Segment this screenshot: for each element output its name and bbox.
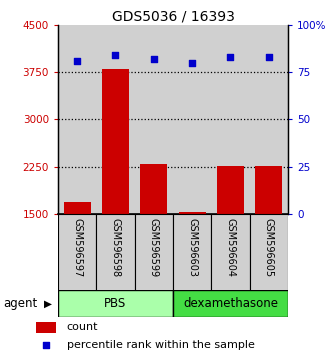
Bar: [173, 214, 211, 292]
Text: ▶: ▶: [44, 299, 52, 309]
Bar: [250, 25, 288, 214]
Bar: [135, 25, 173, 214]
Bar: [58, 214, 96, 292]
Bar: [173, 25, 211, 214]
Bar: [179, 212, 206, 214]
Text: GSM596604: GSM596604: [225, 218, 235, 277]
Text: GSM596597: GSM596597: [72, 218, 82, 277]
Bar: [58, 25, 96, 214]
Text: GSM596603: GSM596603: [187, 218, 197, 277]
Text: agent: agent: [3, 297, 37, 310]
Bar: [96, 214, 135, 292]
Text: percentile rank within the sample: percentile rank within the sample: [67, 340, 255, 350]
Bar: [211, 214, 250, 292]
Bar: [217, 166, 244, 214]
Bar: [256, 166, 282, 214]
Bar: [102, 69, 129, 214]
Bar: [135, 214, 173, 292]
Text: PBS: PBS: [104, 297, 126, 310]
Title: GDS5036 / 16393: GDS5036 / 16393: [112, 10, 234, 24]
Point: [44, 342, 49, 348]
Bar: [64, 201, 90, 214]
Text: count: count: [67, 322, 98, 332]
Bar: [58, 290, 173, 317]
Point: [113, 52, 118, 58]
Bar: [250, 214, 288, 292]
Text: GSM596605: GSM596605: [264, 218, 274, 277]
Bar: [36, 322, 56, 333]
Point: [151, 56, 157, 62]
Bar: [96, 25, 135, 214]
Text: GSM596598: GSM596598: [111, 218, 120, 277]
Point: [228, 54, 233, 60]
Bar: [173, 290, 288, 317]
Point: [189, 60, 195, 65]
Text: dexamethasone: dexamethasone: [183, 297, 278, 310]
Point: [74, 58, 80, 64]
Bar: [140, 164, 167, 214]
Bar: [211, 25, 250, 214]
Text: GSM596599: GSM596599: [149, 218, 159, 277]
Point: [266, 54, 271, 60]
